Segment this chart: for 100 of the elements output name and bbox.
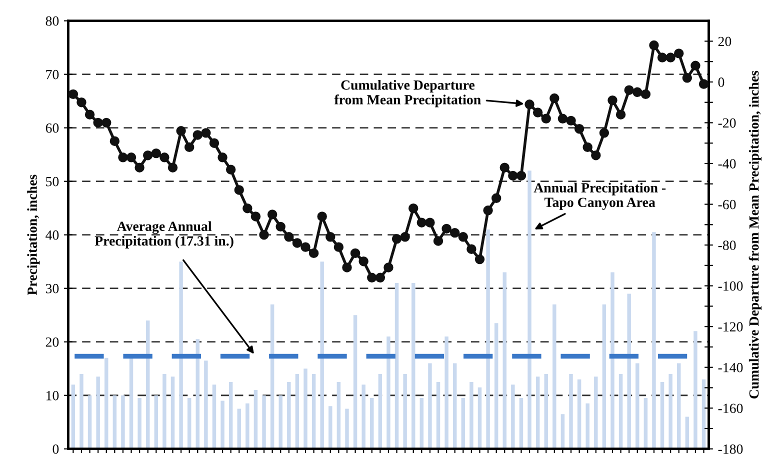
bar (470, 382, 474, 449)
bar (154, 395, 158, 449)
bar (677, 363, 681, 449)
y-tick-label: 80 (46, 16, 59, 26)
y2-tick-label: -120 (718, 322, 743, 332)
bar (162, 374, 166, 449)
y-tick-label: 50 (46, 176, 59, 186)
y2-tick-label: -40 (718, 159, 736, 168)
bar (668, 374, 672, 449)
bar (212, 384, 216, 449)
bar (328, 406, 332, 449)
bar (577, 379, 582, 449)
bar (179, 262, 183, 449)
bar (378, 374, 382, 449)
bar (278, 395, 282, 449)
bar (436, 382, 440, 449)
bar (528, 170, 532, 449)
y-tick-label: 0 (52, 444, 59, 454)
y-tick-label: 70 (46, 70, 59, 80)
bar (586, 403, 590, 449)
bar (652, 232, 656, 449)
bar (237, 408, 241, 449)
bar (304, 368, 308, 449)
y-tick-label: 10 (46, 390, 59, 400)
bar (702, 379, 706, 449)
bar (660, 382, 664, 449)
y2-tick-label: 0 (718, 78, 724, 87)
bar (170, 376, 175, 449)
bar (411, 283, 416, 449)
bar (112, 395, 117, 449)
bar (353, 315, 358, 449)
bar (312, 374, 316, 449)
y2-tick-label: -180 (718, 444, 743, 454)
bar (320, 262, 324, 449)
bar (187, 398, 192, 449)
bar (345, 408, 349, 449)
bar (486, 229, 490, 449)
bar (362, 384, 366, 449)
series-label: Annual Precipitation - Tapo Canyon Area (534, 182, 666, 210)
bar (461, 398, 466, 449)
bar (146, 320, 150, 449)
bar (295, 374, 300, 449)
y2-tick-label: -160 (718, 404, 743, 414)
bar (220, 400, 224, 449)
bar (420, 398, 424, 449)
bar (262, 395, 266, 449)
bar (370, 398, 374, 449)
bar (287, 382, 291, 449)
bar (96, 376, 100, 449)
bar (627, 294, 631, 449)
bar (494, 323, 498, 449)
bar (121, 395, 125, 449)
bar (246, 403, 250, 449)
y-axis-title: Precipitation, inches (27, 174, 40, 296)
bar (602, 304, 606, 449)
y-tick-label: 40 (46, 230, 59, 240)
y-tick-label: 30 (46, 284, 59, 294)
bar (444, 336, 448, 449)
bar (519, 398, 524, 449)
bar (644, 398, 648, 449)
bar (569, 374, 573, 449)
bar (403, 374, 407, 449)
y2-tick-label: -100 (718, 281, 743, 291)
bar (618, 374, 623, 449)
bar (685, 416, 690, 449)
y2-tick-label: -20 (718, 118, 736, 128)
bar (88, 395, 92, 449)
bar (138, 398, 142, 449)
bar (478, 387, 482, 449)
bar (536, 376, 540, 449)
bar (336, 382, 341, 449)
y-tick-label: 60 (46, 123, 59, 133)
bar (694, 331, 698, 449)
bar (204, 360, 208, 449)
bar (71, 384, 76, 449)
ref-line-label: Average Annual Precipitation (17.31 in.) (94, 221, 234, 248)
bar (502, 272, 506, 449)
bar (636, 363, 640, 449)
bar (254, 390, 258, 449)
bar (104, 358, 108, 449)
bar (394, 283, 399, 449)
bar (270, 304, 274, 449)
text: Cumulative Departure from Mean Precipitation (334, 80, 481, 108)
bar (228, 382, 233, 449)
y2-tick-label: -80 (718, 240, 736, 250)
y2-axis-title: Cumulative Departure from Mean Precipitation, inches (748, 70, 762, 399)
bar (452, 363, 457, 449)
bar (610, 272, 614, 449)
bar (428, 363, 432, 449)
bar (594, 376, 598, 449)
bar (560, 414, 565, 449)
bar (80, 374, 84, 449)
y2-tick-label: -60 (718, 200, 736, 210)
y2-tick-label: 20 (718, 36, 732, 46)
bar (511, 384, 515, 449)
bar (552, 304, 556, 449)
y-tick-label: 20 (46, 337, 59, 347)
bar (129, 358, 134, 449)
bar (544, 374, 548, 449)
bar (386, 336, 390, 449)
